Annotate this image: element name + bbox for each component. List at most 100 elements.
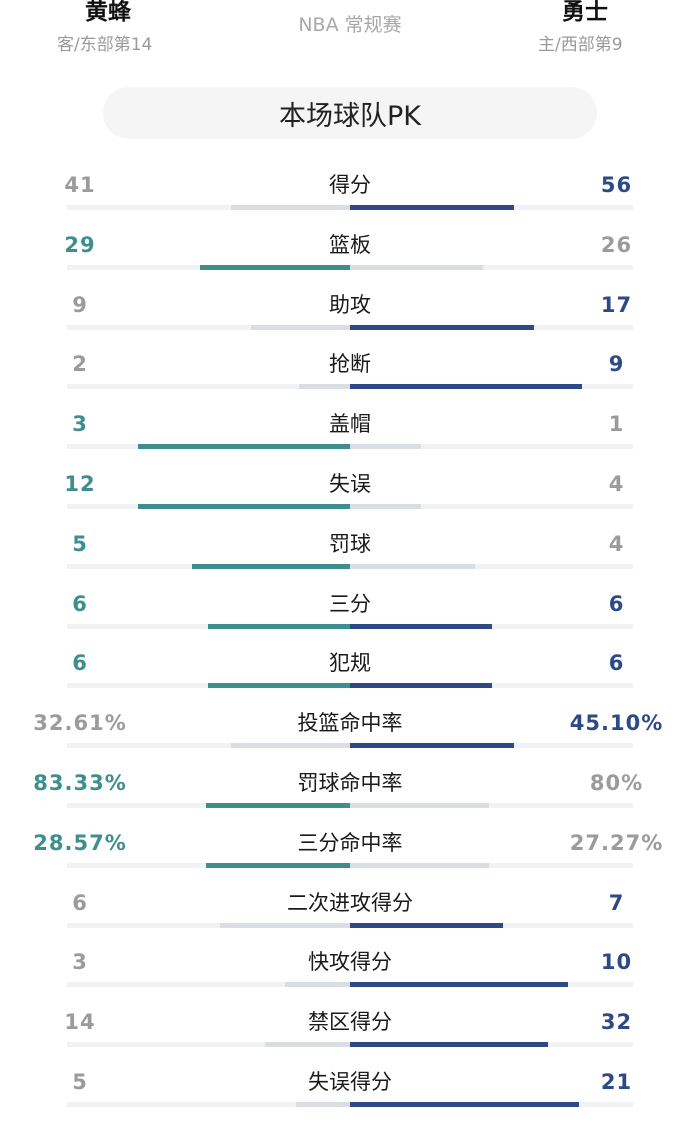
stat-label: 助攻 <box>329 293 371 317</box>
away-stat-value: 32.61% <box>33 711 127 735</box>
stat-bar-track <box>67 683 633 688</box>
stat-bar-track <box>67 624 633 629</box>
home-stat-bar <box>350 863 489 868</box>
stat-label: 禁区得分 <box>308 1010 392 1034</box>
away-stat-value: 5 <box>72 532 88 556</box>
stat-row: 3 盖帽 1 <box>0 404 700 464</box>
home-stat-value: 32 <box>600 1010 633 1034</box>
team-pk-title: 本场球队PK <box>279 100 421 132</box>
away-stat-bar <box>200 265 350 270</box>
stat-bar-track <box>67 444 633 449</box>
away-stat-bar <box>138 504 350 509</box>
stat-bar-track <box>67 384 633 389</box>
away-stat-bar <box>208 624 350 629</box>
stat-row: 32.61% 投篮命中率 45.10% <box>0 703 700 763</box>
stat-row: 6 犯规 6 <box>0 643 700 703</box>
stat-row: 14 禁区得分 32 <box>0 1002 700 1062</box>
stat-bar-track <box>67 564 633 569</box>
stat-label: 抢断 <box>329 352 371 376</box>
home-stat-value: 80% <box>589 771 644 795</box>
home-stat-value: 1 <box>608 412 625 436</box>
league-name: NBA 常规赛 <box>298 14 402 36</box>
stat-row: 6 三分 6 <box>0 584 700 644</box>
home-stat-bar <box>350 325 534 330</box>
stat-label: 罚球 <box>329 532 371 556</box>
away-stat-bar <box>231 743 350 748</box>
away-stat-value: 6 <box>72 891 88 915</box>
stat-bar-track <box>67 1042 633 1047</box>
away-stat-value: 3 <box>72 950 88 974</box>
stat-bar-track <box>67 205 633 210</box>
away-stat-bar <box>138 444 350 449</box>
away-stat-bar <box>220 923 350 928</box>
away-stat-value: 9 <box>72 293 88 317</box>
stat-label: 失误得分 <box>308 1070 392 1094</box>
away-stat-bar <box>192 564 350 569</box>
away-stat-value: 41 <box>64 173 96 197</box>
stat-label: 篮板 <box>329 233 371 257</box>
stat-label: 投篮命中率 <box>297 711 403 735</box>
away-stat-bar <box>285 982 350 987</box>
home-stat-bar <box>350 683 492 688</box>
away-stat-bar <box>206 863 350 868</box>
stat-label: 罚球命中率 <box>297 771 403 795</box>
home-stat-value: 9 <box>608 352 625 376</box>
away-stat-value: 14 <box>64 1010 96 1034</box>
away-stat-bar <box>265 1042 350 1047</box>
team-pk-banner: 本场球队PK <box>103 87 597 139</box>
stat-label: 失误 <box>329 472 371 496</box>
away-stat-value: 5 <box>72 1070 88 1094</box>
stat-label: 三分 <box>329 592 371 616</box>
stat-row: 29 篮板 26 <box>0 225 700 285</box>
away-stat-value: 6 <box>72 592 88 616</box>
stat-row: 12 失误 4 <box>0 464 700 524</box>
stat-row: 9 助攻 17 <box>0 285 700 345</box>
home-stat-value: 7 <box>608 891 625 915</box>
home-stat-bar <box>350 444 421 449</box>
home-stat-bar <box>350 982 568 987</box>
stat-row: 83.33% 罚球命中率 80% <box>0 763 700 823</box>
home-stat-value: 4 <box>608 472 625 496</box>
away-stat-value: 12 <box>64 472 96 496</box>
stat-bar-track <box>67 325 633 330</box>
stat-bar-track <box>67 982 633 987</box>
away-stat-bar <box>208 683 350 688</box>
home-stat-value: 56 <box>600 173 633 197</box>
home-stat-bar <box>350 1042 548 1047</box>
away-stat-value: 6 <box>72 651 88 675</box>
away-team-name: 黄蜂 <box>85 0 131 25</box>
home-stat-value: 26 <box>600 233 633 257</box>
away-team-rank: 客/东部第14 <box>57 35 153 55</box>
stat-label: 盖帽 <box>329 412 371 436</box>
stat-bar-track <box>67 923 633 928</box>
stat-row: 41 得分 56 <box>0 165 700 225</box>
away-stat-value: 28.57% <box>33 831 127 855</box>
home-stat-value: 21 <box>600 1070 633 1094</box>
home-stat-bar <box>350 265 483 270</box>
stat-label: 快攻得分 <box>308 950 392 974</box>
home-stat-bar <box>350 384 582 389</box>
stat-bar-track <box>67 803 633 808</box>
stat-bar-track <box>67 265 633 270</box>
stat-row: 3 快攻得分 10 <box>0 942 700 1002</box>
away-stat-value: 2 <box>72 352 88 376</box>
away-stat-value: 29 <box>64 233 96 257</box>
stat-bar-track <box>67 863 633 868</box>
home-stat-bar <box>350 923 503 928</box>
away-stat-value: 83.33% <box>33 771 127 795</box>
stat-row: 2 抢断 9 <box>0 344 700 404</box>
home-team-rank: 主/西部第9 <box>538 35 623 55</box>
home-stat-value: 17 <box>600 293 633 317</box>
stat-label: 得分 <box>329 173 371 197</box>
stat-row: 6 二次进攻得分 7 <box>0 883 700 943</box>
home-stat-bar <box>350 624 492 629</box>
home-stat-bar <box>350 205 514 210</box>
stat-row: 5 失误得分 21 <box>0 1062 700 1122</box>
home-stat-value: 45.10% <box>569 711 664 735</box>
stat-row: 28.57% 三分命中率 27.27% <box>0 823 700 883</box>
stat-label: 三分命中率 <box>297 831 403 855</box>
away-stat-value: 3 <box>72 412 88 436</box>
stat-label: 犯规 <box>329 651 371 675</box>
home-stat-bar <box>350 564 475 569</box>
away-stat-bar <box>251 325 350 330</box>
